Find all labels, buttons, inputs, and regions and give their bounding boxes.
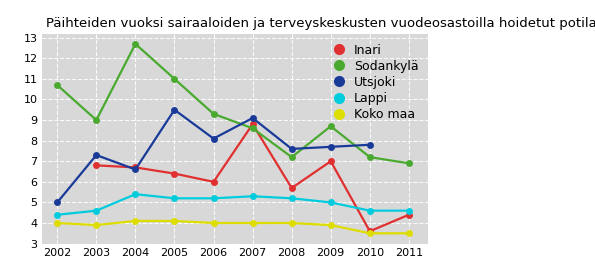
Utsjoki xyxy=(327,145,334,148)
Lappi xyxy=(405,209,412,212)
Inari xyxy=(171,172,178,175)
Lappi xyxy=(171,197,178,200)
Koko maa xyxy=(405,232,412,235)
Sodankylä xyxy=(93,118,100,122)
Utsjoki xyxy=(288,147,295,151)
Utsjoki xyxy=(210,137,217,140)
Koko maa xyxy=(93,223,100,227)
Koko maa xyxy=(249,221,256,225)
Utsjoki xyxy=(171,108,178,111)
Lappi xyxy=(54,213,61,216)
Line: Utsjoki: Utsjoki xyxy=(54,106,373,206)
Lappi xyxy=(132,193,139,196)
Sodankylä xyxy=(327,125,334,128)
Inari xyxy=(288,186,295,190)
Koko maa xyxy=(171,219,178,223)
Line: Lappi: Lappi xyxy=(54,191,412,218)
Sodankylä xyxy=(249,127,256,130)
Sodankylä xyxy=(54,83,61,87)
Lappi xyxy=(210,197,217,200)
Inari xyxy=(405,213,412,216)
Koko maa xyxy=(327,223,334,227)
Inari xyxy=(132,166,139,169)
Inari xyxy=(367,230,374,233)
Utsjoki xyxy=(54,201,61,204)
Koko maa xyxy=(288,221,295,225)
Lappi xyxy=(288,197,295,200)
Sodankylä xyxy=(405,162,412,165)
Koko maa xyxy=(210,221,217,225)
Legend: Inari, Sodankylä, Utsjoki, Lappi, Koko maa: Inari, Sodankylä, Utsjoki, Lappi, Koko m… xyxy=(335,40,422,125)
Sodankylä xyxy=(132,42,139,46)
Utsjoki xyxy=(249,116,256,120)
Line: Koko maa: Koko maa xyxy=(54,218,412,237)
Sodankylä xyxy=(367,155,374,159)
Utsjoki xyxy=(132,168,139,171)
Sodankylä xyxy=(288,155,295,159)
Inari xyxy=(327,160,334,163)
Utsjoki xyxy=(93,153,100,157)
Lappi xyxy=(327,201,334,204)
Sodankylä xyxy=(171,77,178,81)
Inari xyxy=(210,180,217,183)
Koko maa xyxy=(54,221,61,225)
Line: Inari: Inari xyxy=(93,121,412,235)
Utsjoki xyxy=(367,143,374,146)
Line: Sodankylä: Sodankylä xyxy=(54,40,412,167)
Lappi xyxy=(367,209,374,212)
Koko maa xyxy=(132,219,139,223)
Lappi xyxy=(93,209,100,212)
Lappi xyxy=(249,195,256,198)
Inari xyxy=(249,123,256,126)
Sodankylä xyxy=(210,112,217,116)
Inari xyxy=(93,164,100,167)
Text: Päihteiden vuoksi sairaaloiden ja terveyskeskusten vuodeosastoilla hoidetut poti: Päihteiden vuoksi sairaaloiden ja tervey… xyxy=(46,17,595,30)
Koko maa xyxy=(367,232,374,235)
